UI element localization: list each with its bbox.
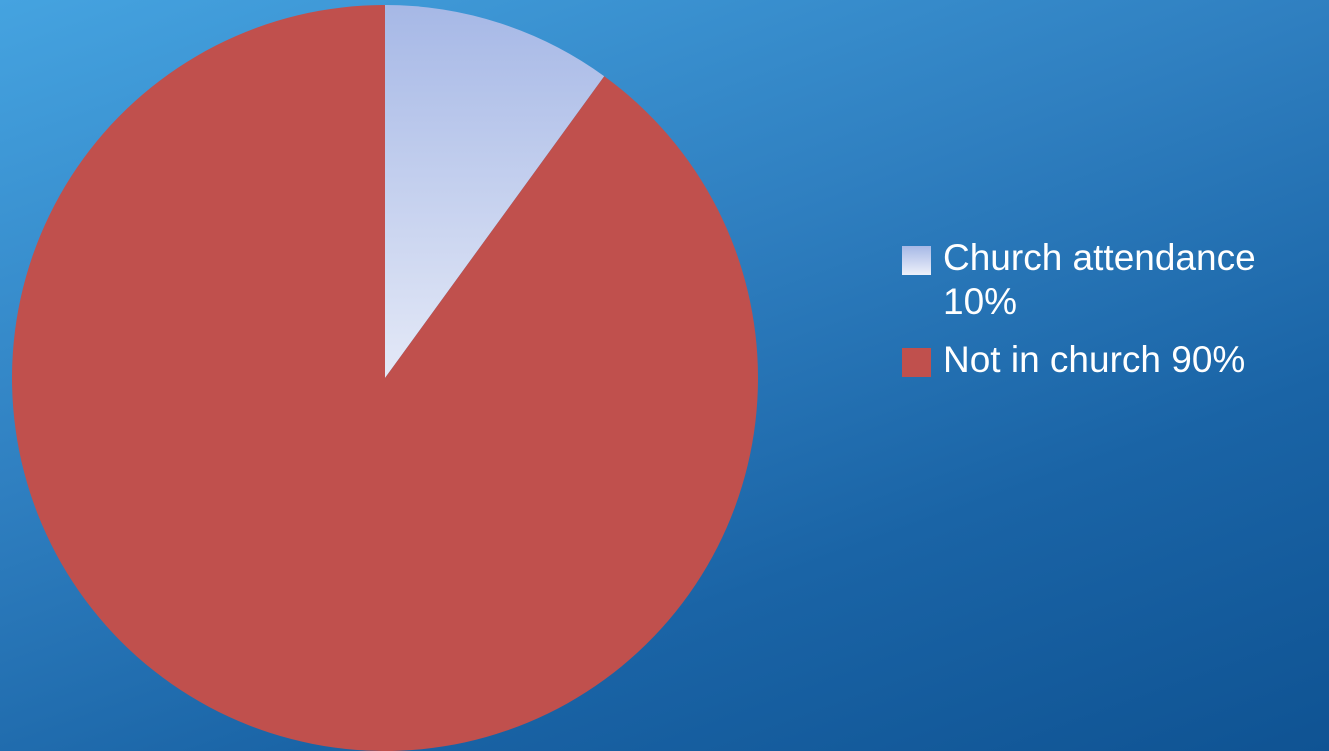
legend-item-church-attendance: Church attendance 10%	[902, 236, 1322, 324]
chart-legend: Church attendance 10% Not in church 90%	[902, 236, 1322, 396]
pie-slice-not-in-church	[11, 5, 758, 751]
legend-item-not-in-church: Not in church 90%	[902, 338, 1322, 382]
legend-label-not-in-church: Not in church 90%	[943, 339, 1246, 380]
legend-swatch-church-attendance	[902, 246, 931, 275]
pie-slice-church-attendance	[385, 5, 605, 378]
pie-slices	[11, 5, 758, 751]
legend-swatch-not-in-church	[902, 348, 931, 377]
legend-label-church-attendance: Church attendance 10%	[943, 237, 1256, 322]
